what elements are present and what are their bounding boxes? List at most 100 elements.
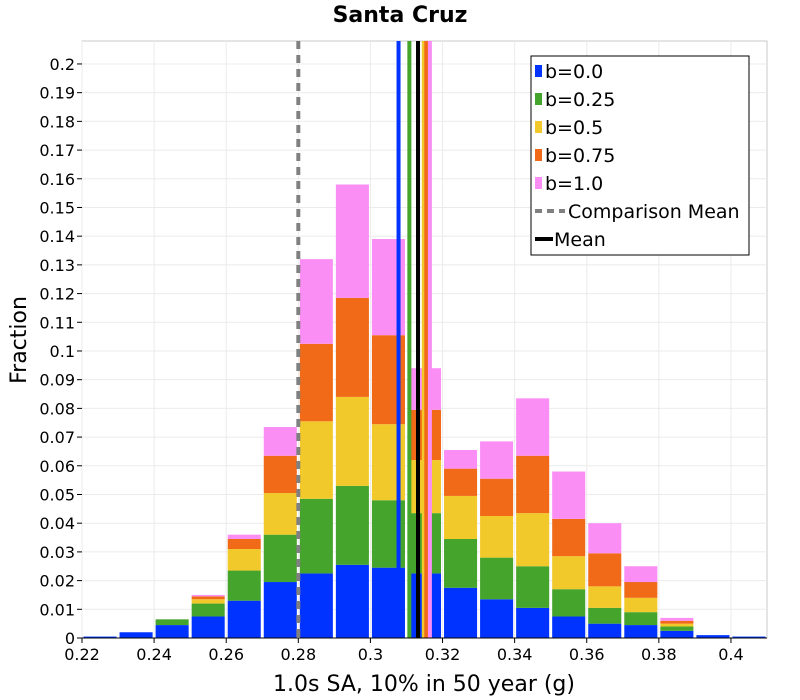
y-tick-label: 0.12: [39, 285, 75, 304]
x-tick-label: 0.22: [64, 645, 100, 664]
x-tick-label: 0.28: [281, 645, 317, 664]
y-tick-label: 0.16: [39, 170, 75, 189]
bar-segment-b-0-25: [624, 612, 658, 626]
bar-segment-b-0-5: [624, 597, 658, 613]
y-tick-label: 0.18: [39, 112, 75, 131]
bar-segment-b-0-0: [660, 630, 694, 638]
legend-swatch: [535, 65, 542, 77]
legend-label: b=0.0: [545, 61, 603, 83]
bar-segment-b-0-75: [588, 553, 622, 587]
y-tick-label: 0.04: [39, 514, 75, 533]
legend-swatch: [535, 149, 542, 161]
bar-segment-b-0-0: [299, 573, 333, 638]
bar-segment-b-0-5: [660, 623, 694, 627]
bar-segment-b-0-25: [588, 607, 622, 624]
bar-segment-b-1-0: [191, 594, 225, 597]
bar-segment-b-0-0: [335, 564, 369, 638]
bar-segment-b-0-25: [191, 603, 225, 617]
bar-segment-b-1-0: [660, 617, 694, 621]
bar-segment-b-0-5: [191, 599, 225, 604]
bar-segment-b-0-25: [516, 566, 550, 608]
bar-segment-b-1-0: [516, 398, 550, 456]
bar-segment-b-0-75: [444, 468, 478, 496]
y-tick-label: 0.03: [39, 543, 75, 562]
bar-segment-b-0-75: [263, 455, 297, 494]
legend-label: Comparison Mean: [568, 201, 740, 223]
x-tick-label: 0.38: [641, 645, 677, 664]
bar-segment-b-1-0: [444, 450, 478, 469]
legend: b=0.0 b=0.25 b=0.5 b=0.75 b=1.0 Comparison Me…: [530, 55, 750, 256]
bar-segment-b-0-75: [624, 582, 658, 598]
x-tick-label: 0.34: [497, 645, 533, 664]
bar-segment-b-0-0: [624, 625, 658, 638]
bar-segment-b-0-0: [119, 632, 153, 638]
bar-segment-b-0-5: [516, 513, 550, 567]
legend-swatch: [535, 177, 542, 189]
bar-segment-b-0-0: [480, 599, 514, 638]
bar-segment-b-0-25: [552, 589, 586, 617]
bar-segment-b-0-75: [480, 478, 514, 517]
bar-segment-b-0-0: [263, 582, 297, 638]
bar-segment-b-0-25: [155, 619, 189, 626]
bar-segment-b-0-5: [227, 549, 261, 571]
bar-segment-b-0-25: [444, 538, 478, 588]
legend-label: b=0.75: [545, 145, 615, 167]
legend-label: b=0.5: [545, 117, 603, 139]
bar-segment-b-0-75: [516, 455, 550, 514]
x-axis-label: 1.0s SA, 10% in 50 year (g): [273, 672, 575, 697]
legend-swatch: [535, 93, 542, 105]
bar-segment-b-1-0: [227, 534, 261, 539]
bar-segment-b-0-75: [335, 297, 369, 397]
y-tick-label: 0.01: [39, 600, 75, 619]
bar-segment-b-1-0: [624, 566, 658, 583]
bar-segment-b-0-0: [227, 600, 261, 638]
y-tick-label: 0.07: [39, 428, 75, 447]
bar-segment-b-0-75: [552, 518, 586, 557]
y-tick-label: 0.09: [39, 371, 75, 390]
bar-segment-b-0-25: [660, 626, 694, 631]
bar-segment-b-0-25: [480, 557, 514, 600]
bar-segment-b-0-0: [191, 616, 225, 638]
y-tick-label: 0.2: [50, 55, 75, 74]
bar-segment-b-1-0: [588, 523, 622, 554]
y-tick-label: 0.1: [50, 342, 75, 361]
bar-segment-b-0-25: [335, 485, 369, 565]
y-tick-label: 0.14: [39, 227, 75, 246]
bar-segment-b-0-25: [299, 498, 333, 574]
y-axis-label: Fraction: [7, 296, 32, 384]
bar-segment-b-0-0: [444, 587, 478, 638]
bar-segment-b-0-0: [83, 636, 117, 638]
y-tick-label: 0.19: [39, 84, 75, 103]
y-tick-label: 0.15: [39, 198, 75, 217]
bar-segment-b-0-75: [227, 538, 261, 550]
bar-segment-b-0-0: [588, 623, 622, 638]
y-tick-label: 0.17: [39, 141, 75, 160]
y-tick-label: 0.05: [39, 485, 75, 504]
bar-segment-b-0-0: [155, 625, 189, 638]
bar-segment-b-0-25: [227, 570, 261, 601]
legend-label: b=1.0: [545, 173, 603, 195]
bar-segment-b-0-25: [263, 534, 297, 583]
bar-segment-b-0-5: [552, 556, 586, 590]
bars-group: [83, 184, 766, 638]
y-tick-label: 0: [65, 629, 75, 648]
bar-segment-b-0-5: [444, 495, 478, 539]
legend-label: Mean: [554, 229, 606, 251]
y-tick-label: 0.13: [39, 256, 75, 275]
bar-segment-b-1-0: [335, 184, 369, 298]
bar-segment-b-1-0: [299, 259, 333, 344]
bar-segment-b-0-75: [660, 620, 694, 624]
bar-segment-b-0-0: [552, 616, 586, 638]
bar-segment-b-1-0: [480, 441, 514, 479]
legend-box: [530, 55, 750, 256]
bar-segment-b-0-5: [263, 493, 297, 535]
y-tick-label: 0.11: [39, 313, 75, 332]
x-axis-ticks: 0.22 0.24 0.26 0.28 0.3 0.32 0.34 0.36 0.38 0.4: [64, 638, 744, 664]
x-tick-label: 0.24: [136, 645, 172, 664]
legend-swatch: [535, 121, 542, 133]
bar-segment-b-1-0: [263, 427, 297, 456]
bar-segment-b-0-5: [588, 586, 622, 608]
y-tick-label: 0.02: [39, 572, 75, 591]
bar-segment-b-0-75: [191, 596, 225, 600]
